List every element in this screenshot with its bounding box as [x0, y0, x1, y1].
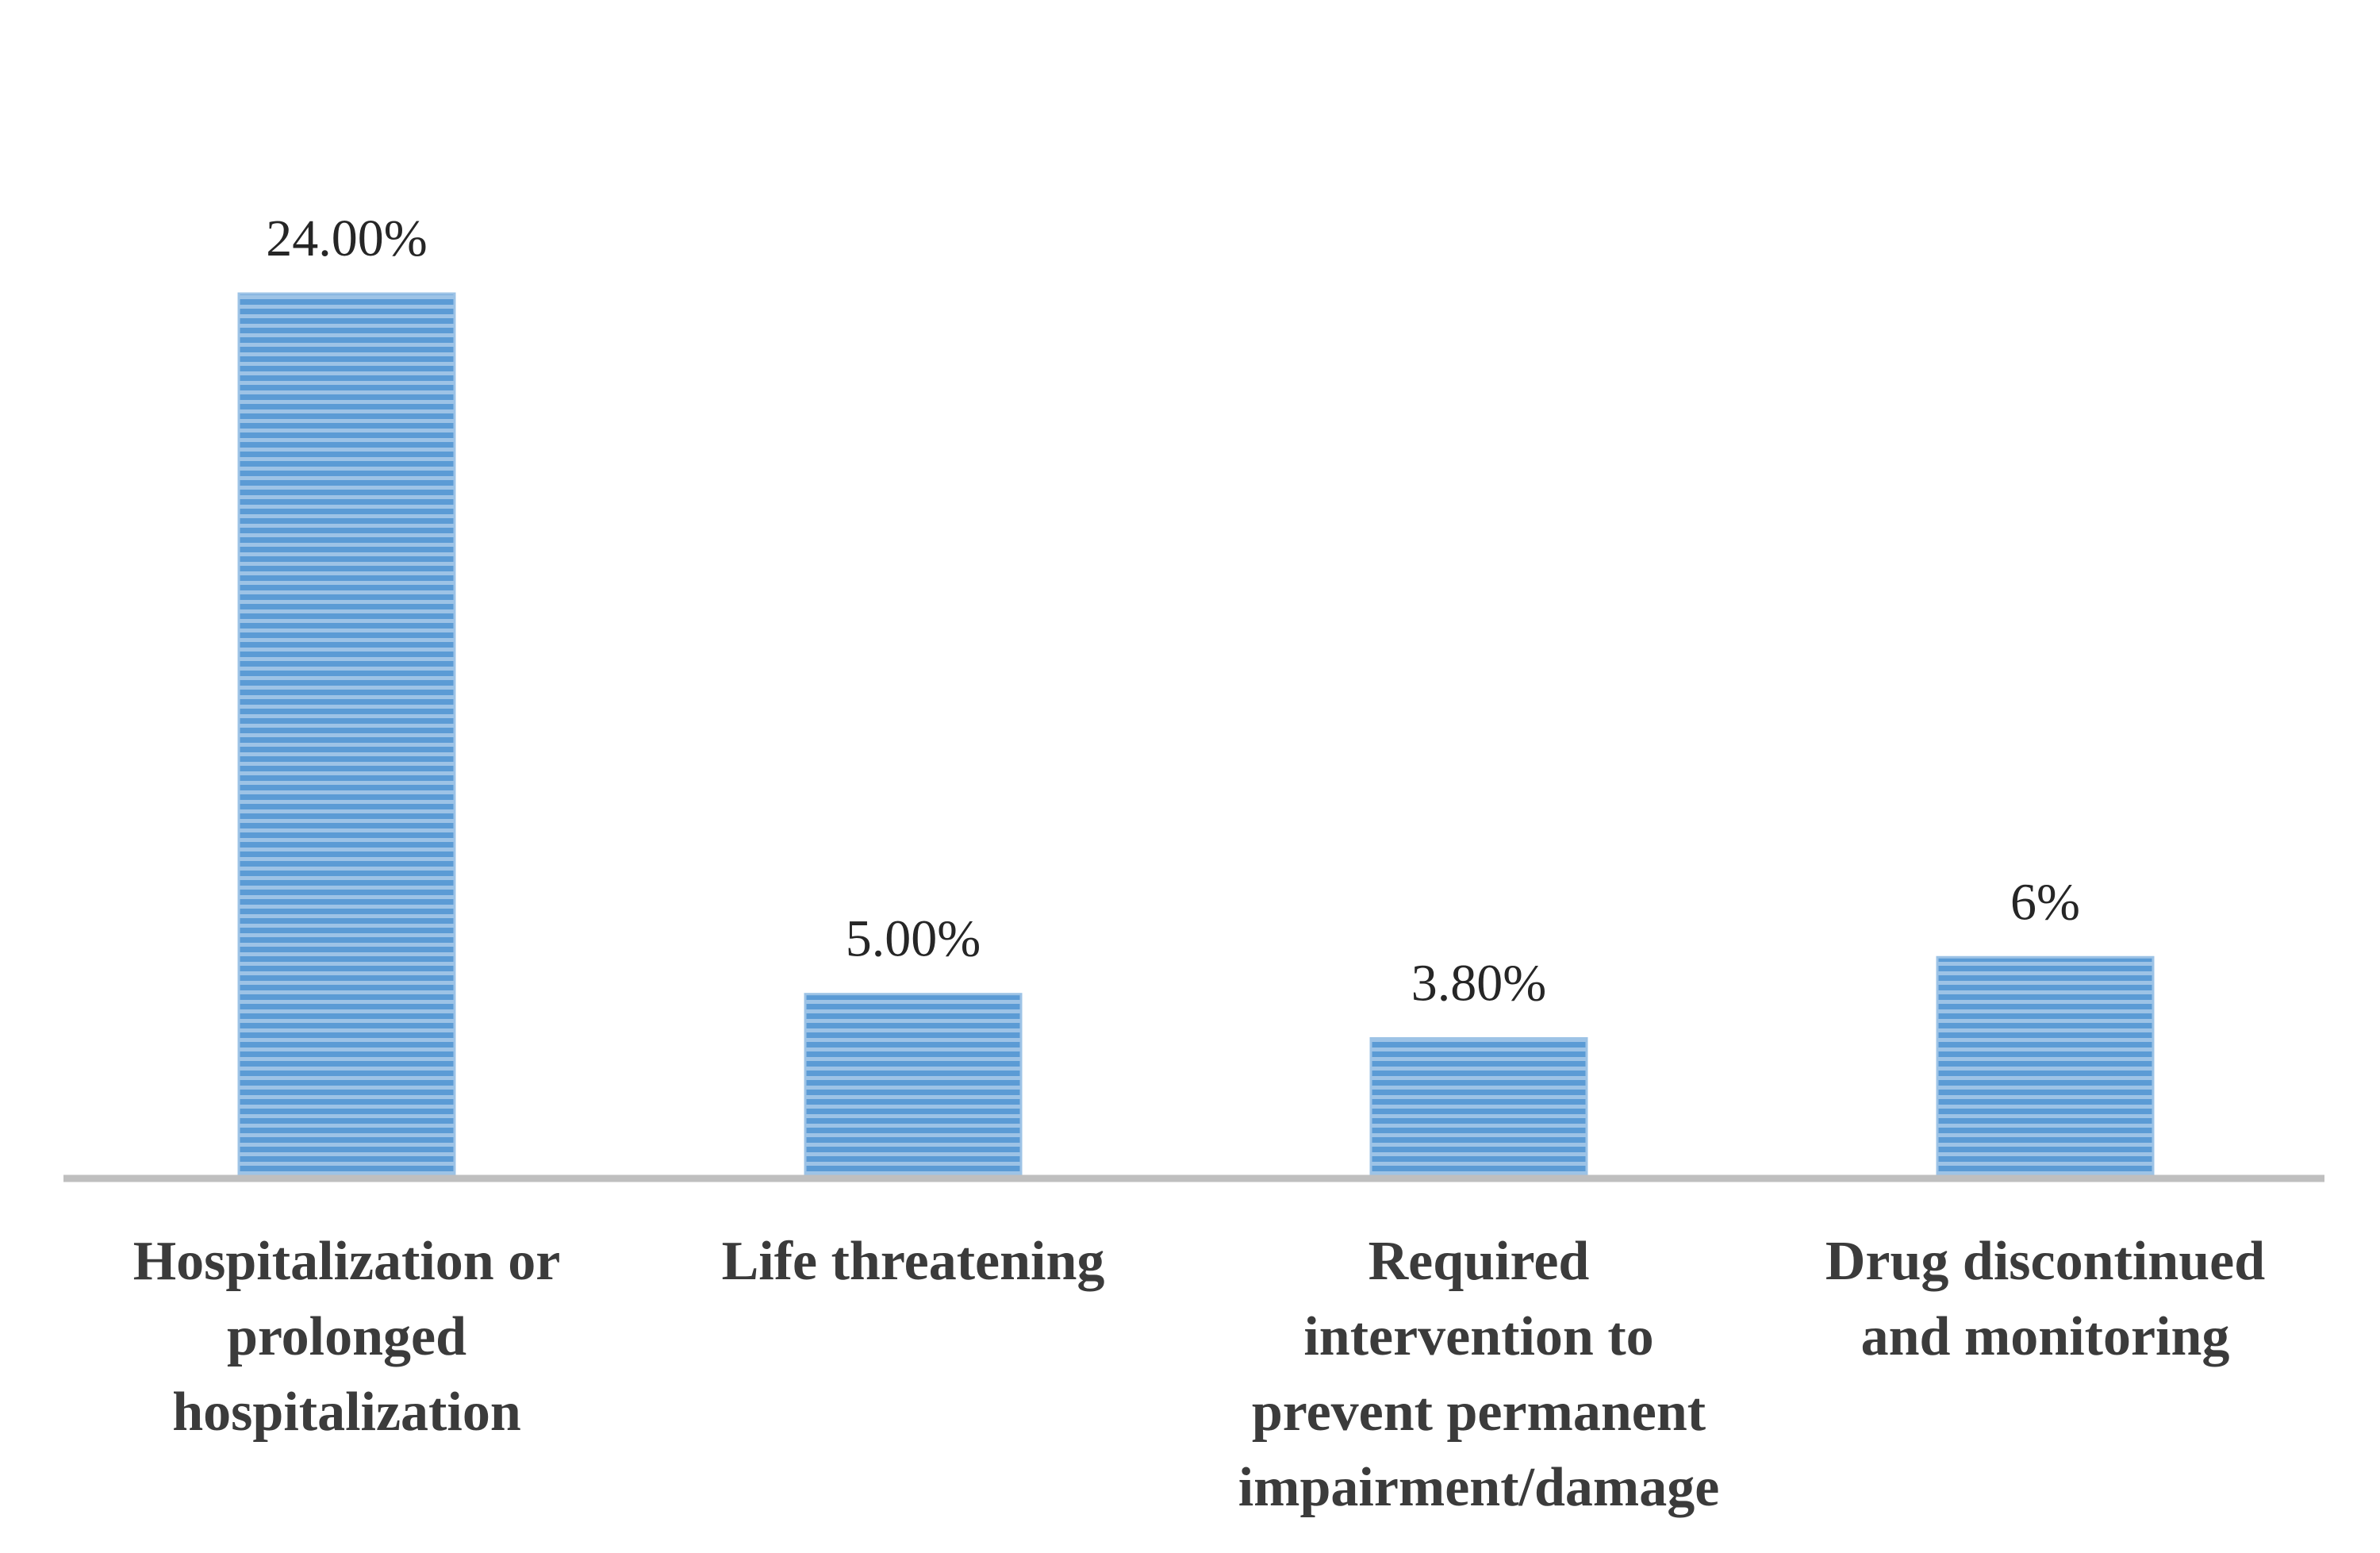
bar-3 [1369, 1036, 1588, 1180]
category-label-4-line-1: Drug discontinued [1825, 1231, 2265, 1292]
value-labels-group: 24.00% 5.00% 3.80% 6% [266, 210, 2080, 1012]
category-label-3-line-2: intervention to [1303, 1306, 1653, 1367]
data-label-1: 24.00% [266, 210, 427, 267]
data-label-2: 5.00% [846, 910, 981, 968]
category-label-1-line-2: prolonged [227, 1306, 466, 1367]
category-label-1-line-3: hospitalization [172, 1382, 521, 1443]
category-label-2: Life threatening [722, 1231, 1105, 1292]
category-label-2-line-1: Life threatening [722, 1231, 1105, 1292]
bar-1 [237, 292, 456, 1180]
category-labels-group: Hospitalization or prolonged hospitalizati… [133, 1231, 2266, 1518]
category-label-4: Drug discontinued and monitoring [1825, 1231, 2265, 1367]
bar-2 [804, 993, 1023, 1180]
category-label-4-line-2: and monitoring [1861, 1306, 2230, 1367]
category-label-1-line-1: Hospitalization or [133, 1231, 561, 1292]
bars-group [237, 292, 2155, 1180]
data-label-4: 6% [2010, 873, 2080, 931]
category-label-3-line-3: prevent permanent [1252, 1382, 1706, 1443]
category-label-1: Hospitalization or prolonged hospitalizati… [133, 1231, 561, 1443]
category-label-3: Required intervention to prevent permanent… [1238, 1231, 1720, 1518]
bar-4 [1936, 955, 2155, 1180]
data-label-3: 3.80% [1411, 954, 1546, 1012]
category-label-3-line-1: Required [1368, 1231, 1590, 1292]
category-label-3-line-4: impairment/damage [1238, 1457, 1720, 1518]
